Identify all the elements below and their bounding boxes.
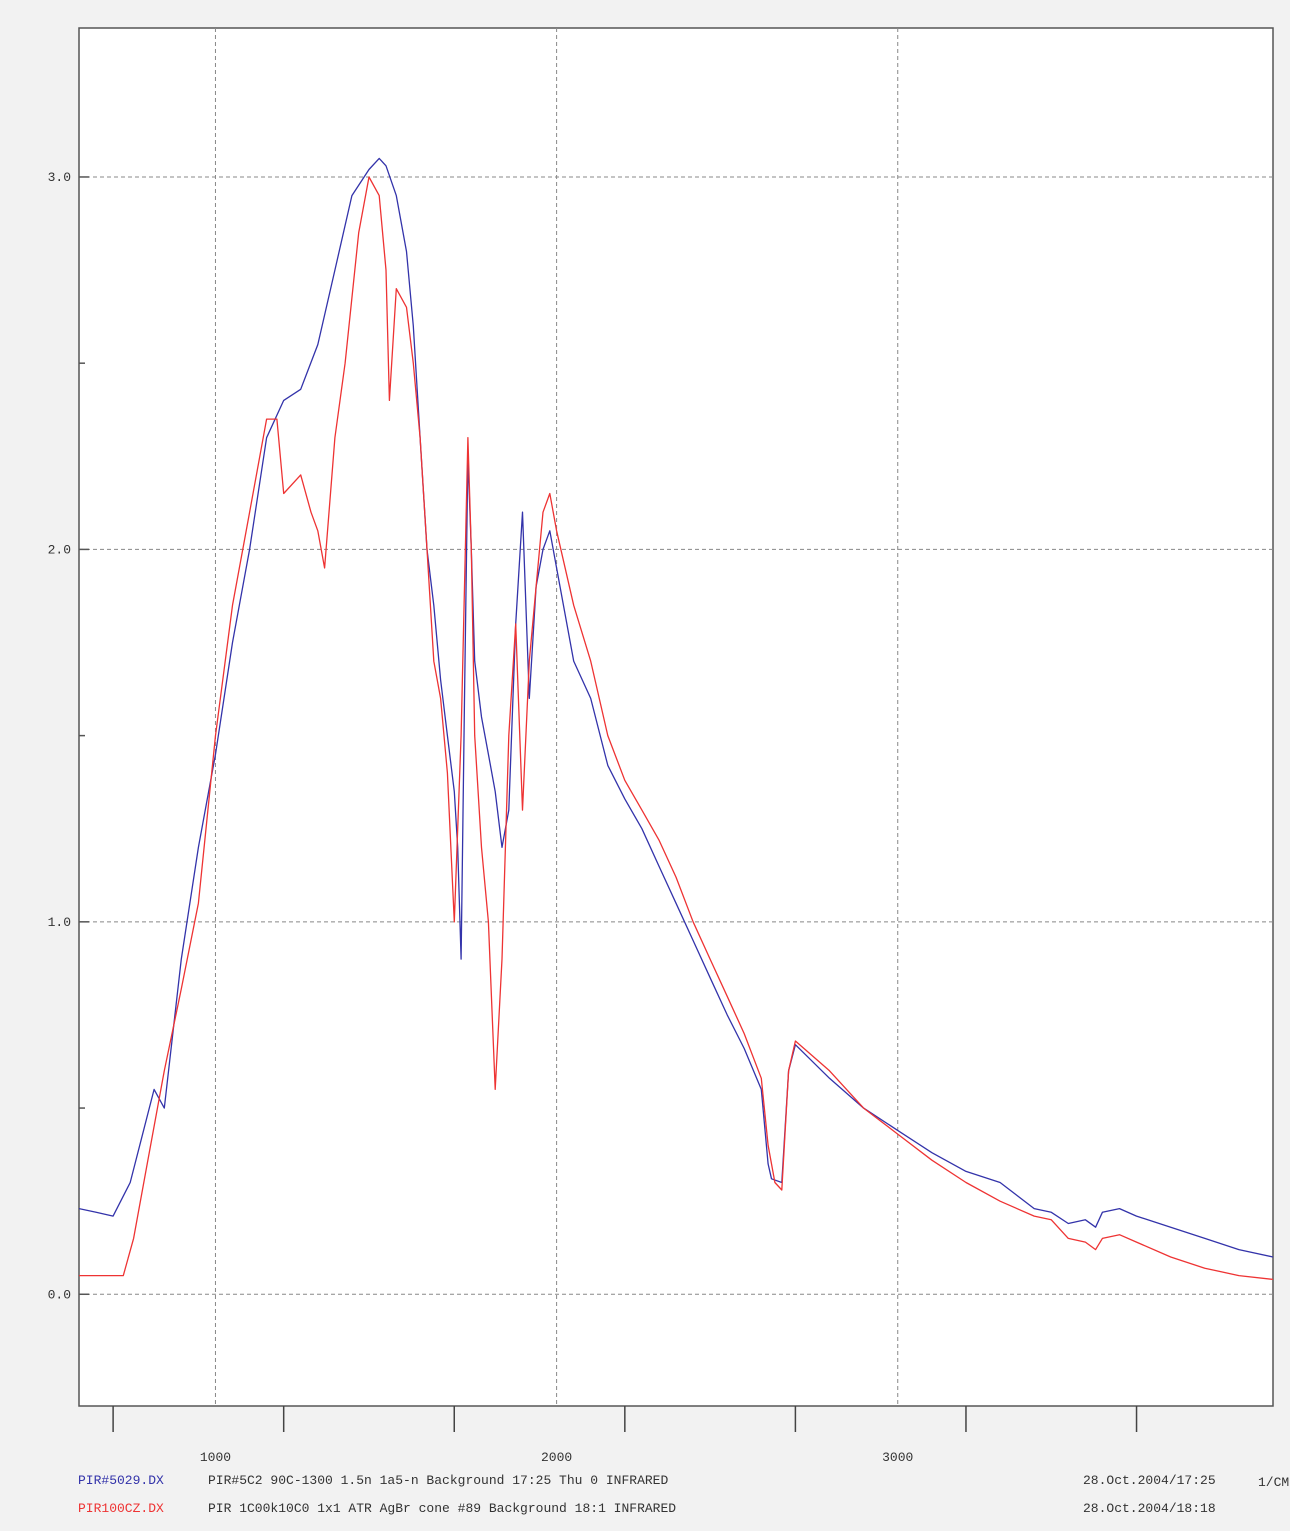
legend: PIR#5029.DX PIR#5C2 90C-1300 1.5n 1a5-n … [78, 1473, 1216, 1516]
y-tick-label: 1.0 [48, 915, 71, 930]
x-unit-label: 1/CM [1258, 1475, 1289, 1490]
series-line-1 [79, 157, 1273, 1258]
grid-lines [79, 28, 1273, 1406]
legend-series-2-description: PIR 1C00k10C0 1x1 ATR AgBr cone #89 Back… [208, 1501, 676, 1516]
x-tick-label: 1000 [200, 1450, 231, 1465]
legend-series-1-name: PIR#5029.DX [78, 1473, 164, 1488]
legend-series-2-name: PIR100CZ.DX [78, 1501, 164, 1516]
x-axis-ticks: 1000 2000 3000 [112, 1406, 1138, 1465]
series-lines [79, 157, 1273, 1281]
legend-series-1-timestamp: 28.Oct.2004/17:25 [1083, 1473, 1216, 1488]
y-tick-label: 3.0 [48, 170, 71, 185]
x-tick-label: 2000 [541, 1450, 572, 1465]
legend-entry-1: PIR#5029.DX PIR#5C2 90C-1300 1.5n 1a5-n … [78, 1473, 1216, 1488]
legend-entry-2: PIR100CZ.DX PIR 1C00k10C0 1x1 ATR AgBr c… [78, 1501, 1216, 1516]
y-tick-label: 0.0 [48, 1287, 71, 1302]
y-tick-label: 2.0 [48, 542, 71, 557]
legend-series-2-timestamp: 28.Oct.2004/18:18 [1083, 1501, 1216, 1516]
plot-area [78, 27, 1274, 1407]
x-tick-label: 3000 [882, 1450, 913, 1465]
legend-series-1-description: PIR#5C2 90C-1300 1.5n 1a5-n Background 1… [208, 1473, 668, 1488]
series-line-2 [79, 176, 1273, 1281]
y-axis-ticks: 0.0 1.0 2.0 3.0 [48, 170, 89, 1302]
